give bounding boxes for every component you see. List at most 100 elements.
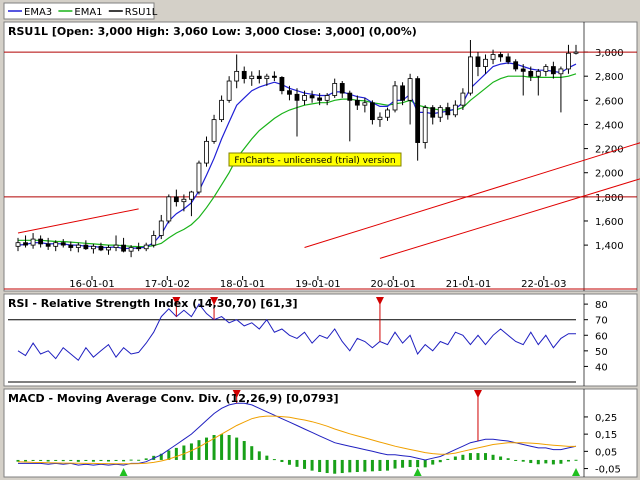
candle-body [377, 116, 383, 121]
candle-body [271, 75, 277, 78]
candle-body [211, 119, 217, 142]
buy-signal-marker [413, 468, 422, 476]
macd-histogram-bar [355, 459, 359, 472]
price-x-tick-label: 17-01-02 [145, 279, 190, 290]
macd-histogram-bar [559, 459, 563, 464]
macd-histogram-bar [453, 456, 457, 460]
candle-body [15, 242, 21, 247]
macd-histogram-bar [24, 459, 28, 462]
macd-histogram-bar [250, 446, 254, 460]
candle-body [294, 93, 300, 101]
candle-body [30, 238, 36, 246]
candle-body [173, 196, 179, 203]
candle-body [151, 235, 157, 246]
legend: EMA3 EMA1 RSU1L [3, 2, 158, 20]
candle-body [535, 70, 541, 77]
macd-chart-title: MACD - Moving Average Conv. Div. (12,26,… [8, 392, 339, 405]
macd-histogram-bar [499, 456, 503, 460]
candle-body [136, 247, 142, 250]
price-y-tick-label: 2,000 [595, 169, 624, 180]
macd-histogram-bar [227, 435, 231, 460]
watermark-text: FnCharts - unlicensed (trial) version [234, 156, 395, 166]
macd-histogram-bar [566, 459, 570, 462]
macd-histogram-bar [536, 459, 540, 465]
candle-body [430, 107, 436, 118]
macd-chart: -0,05 0,05 0,15 0,25 [16, 389, 621, 477]
candle-body [415, 78, 421, 143]
macd-histogram-bar [514, 459, 518, 461]
trend-line [379, 178, 640, 259]
macd-histogram-bar [461, 454, 465, 460]
candle-body [422, 107, 428, 143]
macd-histogram-bar [39, 459, 43, 461]
candle-body [566, 52, 571, 70]
candle-body [317, 97, 323, 101]
price-chart-title: RSU1L [Open: 3,000 High: 3,060 Low: 3,00… [8, 25, 417, 38]
rsi-chart: 40 50 60 70 80 [8, 294, 608, 386]
candle-body [38, 238, 44, 245]
macd-histogram-bar [468, 453, 472, 460]
macd-histogram-bar [167, 450, 171, 460]
macd-histogram-bar [54, 459, 58, 461]
macd-histogram-bar [491, 454, 495, 460]
candle-body [400, 85, 405, 101]
macd-histogram-bar [76, 459, 80, 462]
macd-histogram-bar [129, 459, 133, 461]
macd-histogram-bar [408, 459, 412, 468]
price-x-tick-label: 19-01-01 [295, 279, 340, 290]
candle-body [204, 140, 209, 164]
macd-histogram-bar [220, 434, 224, 460]
macd-histogram-bar [340, 459, 344, 474]
macd-histogram-bar [137, 459, 141, 461]
candle-body [166, 196, 172, 222]
macd-histogram-bar [122, 459, 126, 462]
macd-histogram-bar [363, 459, 367, 472]
rsi-y-tick-label: 80 [595, 300, 608, 311]
rsi-panel [3, 293, 638, 387]
macd-histogram-bar [287, 459, 291, 465]
macd-histogram-bar [521, 459, 525, 462]
macd-histogram-bar [295, 459, 299, 467]
price-y-tick-label: 1,400 [595, 241, 624, 252]
candle-body [189, 191, 194, 200]
candle-body [196, 162, 202, 193]
macd-histogram-bar [265, 455, 269, 460]
candle-body [128, 247, 134, 252]
macd-histogram-bar [348, 459, 352, 473]
macd-histogram-bar [378, 459, 382, 471]
price-y-tick-label: 2,600 [595, 96, 624, 107]
candle-body [505, 56, 511, 63]
rsi-y-tick-label: 40 [595, 362, 608, 373]
macd-histogram-bar [189, 443, 193, 460]
macd-histogram-bar [529, 459, 533, 464]
macd-histogram-bar [114, 459, 118, 461]
candle-body [309, 95, 315, 99]
candle-body [362, 102, 368, 106]
candle-body [324, 95, 330, 101]
macd-histogram-bar [159, 453, 163, 460]
rsi-chart-title: RSI - Relative Strength Index (14,30,70)… [8, 297, 298, 310]
macd-histogram-bar [182, 445, 186, 460]
candle-body [550, 66, 556, 75]
candle-body [370, 102, 375, 121]
macd-histogram-bar [144, 458, 148, 460]
candle-body [98, 245, 104, 251]
candle-body [460, 92, 466, 106]
candle-body [528, 70, 534, 77]
macd-histogram-bar [212, 435, 216, 460]
legend-entry: RSU1L [125, 7, 158, 18]
macd-line [18, 402, 577, 466]
macd-histogram-bar [31, 459, 35, 461]
candle-body [483, 58, 488, 67]
macd-histogram-bar [257, 451, 261, 460]
price-y-tick-label: 3,000 [595, 48, 624, 59]
sell-signal-marker [210, 297, 219, 305]
macd-histogram-bar [431, 459, 435, 465]
price-x-tick-label: 21-01-01 [446, 279, 491, 290]
rsi-y-tick-label: 60 [595, 331, 608, 342]
candle-body [392, 85, 398, 111]
rsi-y-tick-label: 50 [595, 347, 608, 358]
macd-histogram-bar [16, 459, 20, 462]
candle-body [121, 244, 126, 252]
